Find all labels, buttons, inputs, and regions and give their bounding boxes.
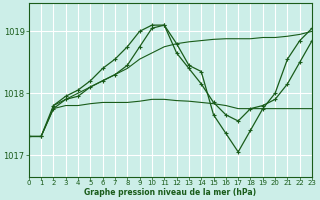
X-axis label: Graphe pression niveau de la mer (hPa): Graphe pression niveau de la mer (hPa) bbox=[84, 188, 257, 197]
